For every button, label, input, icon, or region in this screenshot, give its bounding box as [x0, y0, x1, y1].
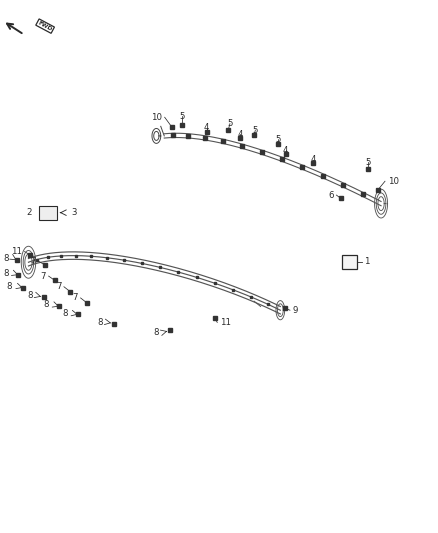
Text: 8: 8 — [27, 292, 33, 300]
Text: 8: 8 — [7, 282, 12, 290]
Text: 1: 1 — [364, 257, 369, 266]
Text: 7: 7 — [72, 294, 78, 302]
Text: 11: 11 — [11, 247, 22, 256]
Text: FWD: FWD — [37, 20, 53, 32]
Text: 6: 6 — [328, 191, 334, 199]
Text: 7: 7 — [40, 272, 46, 280]
Text: 11: 11 — [220, 318, 231, 327]
Text: 5: 5 — [365, 158, 371, 166]
FancyBboxPatch shape — [342, 255, 357, 269]
Text: 4: 4 — [204, 124, 209, 132]
Text: 5: 5 — [227, 119, 233, 128]
Text: 8: 8 — [3, 254, 9, 263]
Text: 3: 3 — [71, 208, 77, 217]
Text: 5: 5 — [276, 135, 281, 144]
Text: 8: 8 — [3, 269, 9, 278]
Text: 10: 10 — [151, 113, 162, 122]
Text: 8: 8 — [97, 318, 103, 327]
Text: 5: 5 — [179, 112, 184, 120]
Text: 8: 8 — [43, 301, 49, 309]
Text: 9: 9 — [293, 306, 298, 314]
Text: 7: 7 — [30, 257, 36, 265]
Text: 4: 4 — [311, 156, 316, 164]
Text: 8: 8 — [153, 328, 159, 336]
Text: 8: 8 — [62, 309, 68, 318]
Text: 10: 10 — [388, 177, 399, 185]
Text: 7: 7 — [56, 282, 61, 291]
FancyBboxPatch shape — [39, 206, 57, 220]
Text: 5: 5 — [253, 126, 258, 134]
Text: 4: 4 — [237, 130, 243, 139]
Text: 2: 2 — [26, 208, 32, 217]
Text: 4: 4 — [283, 146, 288, 155]
